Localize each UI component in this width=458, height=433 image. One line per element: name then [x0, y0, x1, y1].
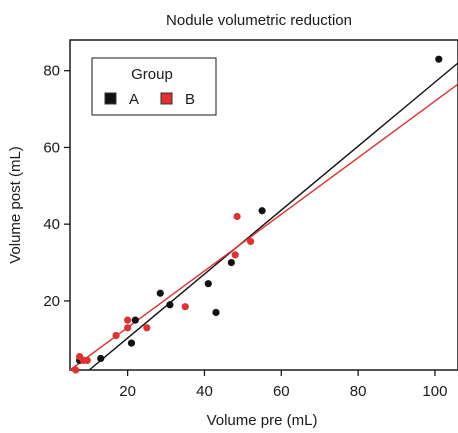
x-tick-label-80: 80 [350, 383, 367, 400]
x-tick-label-100: 100 [422, 383, 447, 400]
y-tick-label-80: 80 [43, 63, 60, 80]
x-axis-label: Volume pre (mL) [207, 412, 318, 429]
x-tick-label-40: 40 [196, 383, 213, 400]
point-a-4 [156, 289, 164, 297]
point-b-3 [83, 356, 91, 365]
point-a-1 [97, 354, 105, 363]
point-a-9 [258, 207, 266, 215]
point-b-4 [112, 331, 120, 340]
x-tick-label-20: 20 [119, 383, 136, 400]
legend-title: Group [131, 66, 173, 83]
legend-swatch-b [160, 92, 173, 105]
point-b-7 [143, 324, 151, 332]
legend-label-a: A [129, 91, 139, 108]
legend-box [91, 57, 217, 116]
point-a-8 [227, 258, 235, 267]
point-a-7 [212, 308, 220, 317]
legend: Group A B [91, 57, 217, 116]
point-a-6 [204, 280, 212, 288]
y-axis-label: Volume post (mL) [7, 146, 24, 264]
point-a-2 [127, 339, 136, 347]
x-axis: 20 40 60 80 100 [119, 370, 447, 400]
point-b-8 [181, 303, 189, 311]
point-b-9 [231, 251, 239, 259]
legend-swatch-a [104, 92, 117, 105]
plot-frame [69, 39, 458, 371]
fit-line-a [88, 62, 458, 371]
chart-title: Nodule volumetric reduction [166, 12, 352, 29]
y-tick-label-20: 20 [43, 293, 60, 310]
legend-label-b: B [185, 91, 195, 108]
point-b-5 [124, 324, 132, 332]
point-b-0 [72, 366, 80, 374]
point-b-11 [246, 237, 255, 246]
y-tick-label-40: 40 [43, 216, 60, 233]
point-a-5 [166, 301, 174, 309]
point-a-10 [435, 55, 443, 63]
data-points [72, 55, 443, 374]
point-a-3 [131, 316, 139, 324]
x-tick-label-60: 60 [273, 383, 290, 400]
point-b-6 [124, 316, 132, 324]
y-tick-label-60: 60 [43, 139, 60, 156]
y-axis: 20 40 60 80 [43, 63, 70, 310]
point-b-10 [233, 212, 241, 221]
